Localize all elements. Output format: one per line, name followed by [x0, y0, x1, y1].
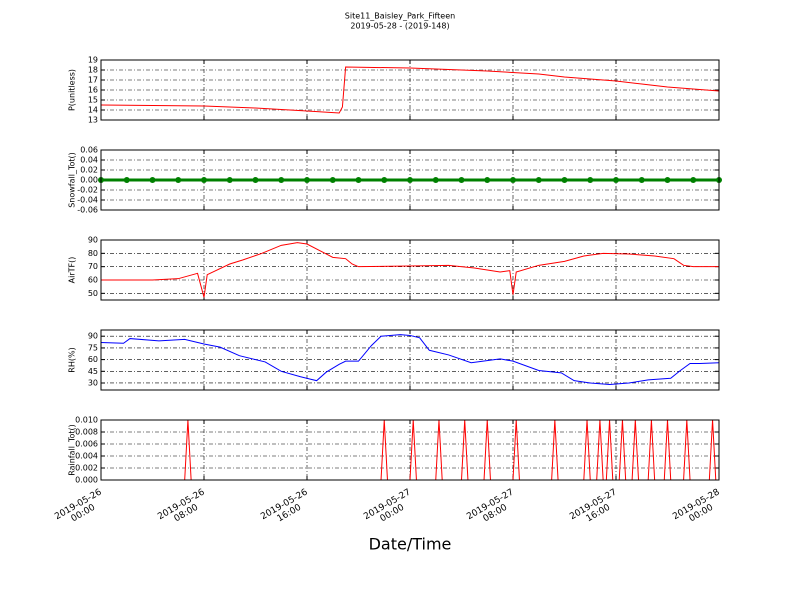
data-point — [355, 177, 362, 183]
y-tick-label: 50 — [88, 289, 98, 298]
data-point — [407, 177, 413, 183]
data-point — [201, 177, 207, 183]
y-tick-label: 0.002 — [75, 464, 98, 473]
data-point — [613, 177, 619, 183]
y-tick-label: 0.06 — [80, 146, 98, 155]
plot-frame — [100, 149, 720, 211]
data-point — [304, 177, 310, 183]
data-point — [252, 177, 259, 183]
y-tick-label: 17 — [88, 76, 98, 85]
y-tick-label: 13 — [88, 116, 98, 125]
y-axis-label: Snowfall_Tot() — [68, 152, 77, 208]
data-point — [510, 177, 516, 183]
data-point — [664, 177, 671, 183]
data-point — [690, 177, 697, 183]
y-tick-label: -0.06 — [77, 206, 98, 215]
data-point — [587, 177, 594, 183]
x-axis-label: Date/Time — [369, 535, 452, 554]
chart-title: Site11_Baisley_Park_Fifteen — [345, 12, 455, 21]
data-line — [100, 66, 720, 114]
data-line — [100, 334, 720, 386]
data-point — [149, 177, 156, 183]
y-tick-label: 0.004 — [75, 452, 98, 461]
y-tick-label: 14 — [88, 106, 98, 115]
data-line — [101, 242, 719, 298]
y-tick-label: 16 — [88, 86, 98, 95]
y-tick-label: -0.04 — [77, 196, 98, 205]
y-axis-label: AirTF() — [68, 257, 77, 284]
y-tick-label: 15 — [88, 96, 98, 105]
data-point — [123, 177, 130, 183]
y-tick-label: -0.02 — [77, 186, 98, 195]
y-tick-label: 60 — [88, 355, 98, 364]
plot-frame — [100, 329, 720, 391]
y-tick-label: 30 — [88, 378, 98, 387]
y-tick-label: 19 — [88, 56, 98, 65]
data-point — [175, 177, 182, 183]
y-tick-label: 18 — [88, 66, 98, 75]
y-tick-label: 0.02 — [80, 166, 98, 175]
y-tick-label: 0.04 — [80, 156, 98, 165]
plot-frame — [100, 239, 720, 301]
y-tick-label: 45 — [88, 367, 98, 376]
y-tick-label: 90 — [88, 332, 98, 341]
y-tick-label: 0.008 — [75, 428, 98, 437]
y-axis-label: P(unitless) — [68, 69, 77, 111]
y-tick-label: 0.000 — [75, 476, 98, 485]
data-point — [381, 177, 388, 183]
data-point — [638, 177, 645, 183]
data-point — [329, 177, 336, 183]
data-point — [561, 177, 568, 183]
y-tick-label: 0.006 — [75, 440, 98, 449]
y-axis-label: RH(%) — [68, 347, 77, 372]
y-tick-label: 80 — [88, 249, 98, 258]
data-point — [484, 177, 491, 183]
y-tick-label: 0.00 — [80, 176, 98, 185]
plot-frame — [100, 419, 720, 481]
data-point — [226, 177, 233, 183]
plot-frame — [100, 59, 720, 121]
y-tick-label: 70 — [88, 262, 98, 271]
y-axis-label: Rainfall_Tot() — [68, 424, 77, 476]
y-tick-label: 90 — [88, 236, 98, 245]
data-point — [535, 177, 542, 183]
data-point — [432, 177, 439, 183]
y-tick-label: 0.010 — [75, 416, 98, 425]
y-tick-label: 60 — [88, 276, 98, 285]
y-tick-label: 75 — [88, 343, 98, 352]
data-point — [278, 177, 285, 183]
chart-subtitle: 2019-05-28 - (2019-148) — [350, 22, 449, 31]
data-point — [458, 177, 465, 183]
